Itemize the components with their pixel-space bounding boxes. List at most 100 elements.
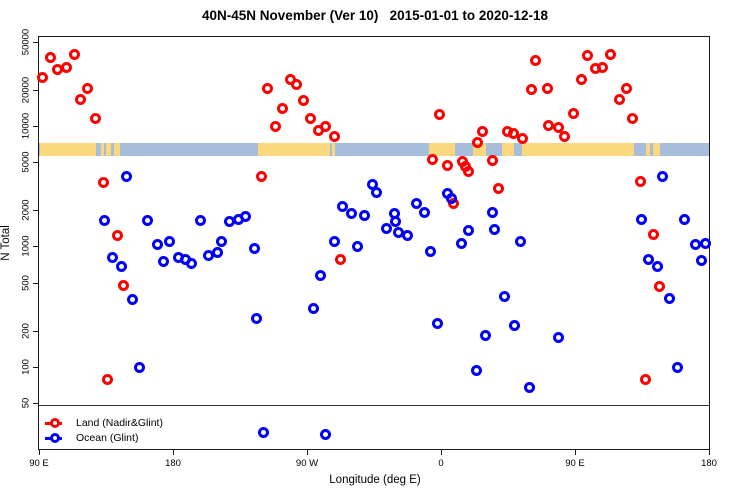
data-point-ocean: [446, 193, 458, 205]
data-point-land: [61, 61, 73, 73]
data-point-ocean: [164, 235, 176, 247]
data-point-land: [552, 122, 564, 134]
data-point-ocean: [656, 170, 668, 182]
data-point-ocean: [142, 215, 154, 227]
data-point-land: [426, 153, 438, 165]
y-tick-mark: [33, 366, 38, 368]
data-point-land: [117, 280, 129, 292]
data-point-land: [530, 54, 542, 66]
chart-title: 40N-45N November (Ver 10) 2015-01-01 to …: [202, 8, 548, 23]
data-point-ocean: [509, 319, 521, 331]
data-point-ocean: [664, 293, 676, 305]
data-point-ocean: [107, 252, 119, 264]
data-point-ocean: [487, 206, 499, 218]
data-point-land: [493, 183, 505, 195]
data-point-ocean: [552, 331, 564, 343]
data-point-ocean: [515, 236, 527, 248]
data-point-ocean: [370, 187, 382, 199]
data-point-land: [627, 113, 639, 125]
map-strip-land-segment: [502, 143, 515, 156]
data-point-land: [476, 125, 488, 137]
data-point-land: [604, 49, 616, 61]
data-point-ocean: [351, 241, 363, 253]
data-point-ocean: [432, 318, 444, 330]
x-tick-label: 180: [165, 458, 181, 469]
data-point-ocean: [152, 238, 164, 250]
data-point-ocean: [345, 208, 357, 220]
data-point-land: [68, 49, 80, 61]
data-point-ocean: [99, 215, 111, 227]
y-tick-label: 50000: [20, 28, 32, 56]
y-tick-mark: [33, 126, 38, 128]
legend-land-label: Land (Nadir&Glint): [76, 417, 163, 429]
data-point-land: [262, 82, 274, 94]
data-point-ocean: [320, 428, 332, 440]
map-strip-land-segment: [645, 143, 651, 156]
data-point-land: [89, 113, 101, 125]
data-point-land: [305, 112, 317, 124]
y-tick-label: 500: [20, 274, 32, 291]
y-tick-label: 200: [20, 322, 32, 339]
x-tick-label: 90 W: [295, 458, 319, 469]
data-point-ocean: [470, 364, 482, 376]
y-tick-mark: [33, 282, 38, 284]
legend-ocean-label: Ocean (Glint): [76, 432, 139, 444]
data-point-ocean: [158, 255, 170, 267]
data-point-ocean: [126, 293, 138, 305]
y-tick-label: 10000: [20, 112, 32, 140]
y-tick-mark: [33, 162, 38, 164]
x-tick-mark: [307, 450, 308, 455]
data-point-land: [442, 159, 454, 171]
data-point-land: [97, 177, 109, 189]
data-point-ocean: [463, 224, 475, 236]
data-point-ocean: [186, 257, 198, 269]
data-point-ocean: [424, 245, 436, 257]
data-point-ocean: [257, 426, 269, 438]
map-strip-land-segment: [331, 143, 335, 156]
x-axis-label: Longitude (deg E): [329, 474, 421, 486]
x-tick-label: 90 E: [565, 458, 585, 469]
data-point-ocean: [695, 254, 707, 266]
data-point-ocean: [223, 215, 235, 227]
plot-area: Land (Nadir&Glint) Ocean (Glint): [37, 36, 712, 450]
data-point-ocean: [689, 238, 701, 250]
data-point-land: [256, 171, 268, 183]
data-point-ocean: [359, 209, 371, 221]
data-point-land: [433, 109, 445, 121]
data-point-ocean: [389, 215, 401, 227]
x-tick-mark: [173, 450, 174, 455]
data-point-ocean: [315, 269, 327, 281]
data-point-land: [516, 132, 528, 144]
y-tick-mark: [33, 246, 38, 248]
y-tick-mark: [33, 210, 38, 212]
x-tick-mark: [39, 450, 40, 455]
data-point-land: [487, 154, 499, 166]
data-point-land: [298, 95, 310, 107]
y-tick-label: 100: [20, 358, 32, 375]
data-point-land: [653, 280, 665, 292]
data-point-ocean: [652, 261, 664, 273]
data-point-land: [74, 93, 86, 105]
legend-land-marker-icon: [50, 418, 60, 428]
y-tick-label: 2000: [20, 199, 32, 221]
data-point-ocean: [251, 313, 263, 325]
data-point-land: [542, 119, 554, 131]
data-point-ocean: [700, 237, 712, 249]
data-point-land: [640, 373, 652, 385]
data-point-ocean: [455, 238, 467, 250]
data-point-land: [328, 130, 340, 142]
data-point-ocean: [524, 382, 536, 394]
x-tick-mark: [709, 450, 710, 455]
x-tick-label: 0: [438, 458, 444, 469]
data-point-land: [335, 253, 347, 265]
y-tick-mark: [33, 89, 38, 91]
data-point-ocean: [216, 235, 228, 247]
y-tick-label: 1000: [20, 235, 32, 257]
data-point-ocean: [134, 362, 146, 374]
data-point-ocean: [636, 214, 647, 226]
map-strip-land-segment: [522, 143, 635, 156]
data-point-land: [597, 61, 609, 73]
data-point-ocean: [479, 329, 491, 341]
map-strip-land-segment: [652, 143, 661, 156]
